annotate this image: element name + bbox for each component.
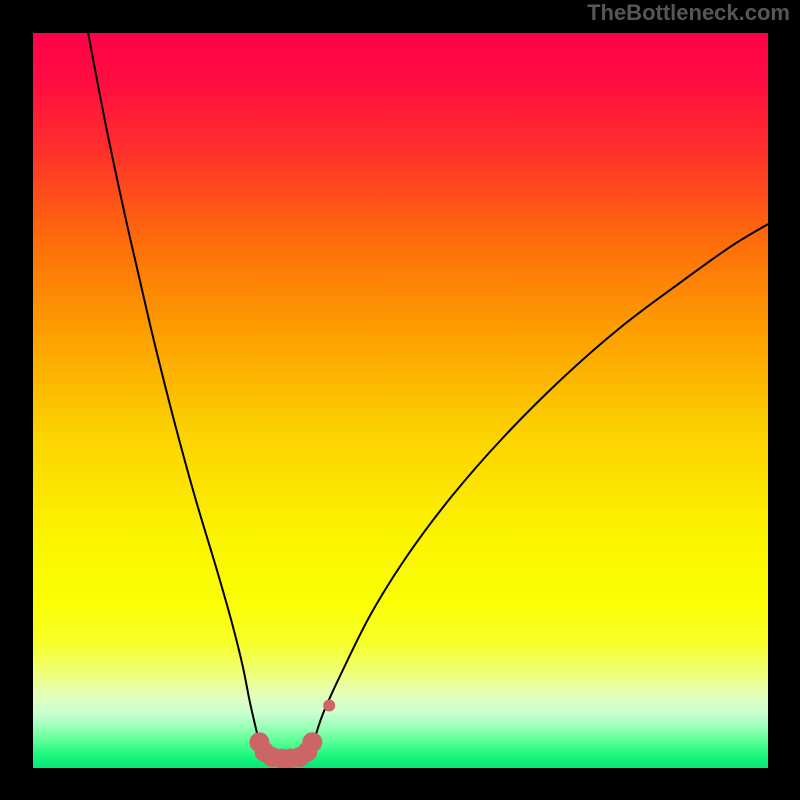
watermark-text: TheBottleneck.com xyxy=(587,0,790,26)
bottleneck-chart xyxy=(0,0,800,800)
plot-area xyxy=(33,33,768,768)
marker-large xyxy=(302,732,322,752)
chart-svg xyxy=(0,0,800,800)
marker-small xyxy=(323,700,335,712)
